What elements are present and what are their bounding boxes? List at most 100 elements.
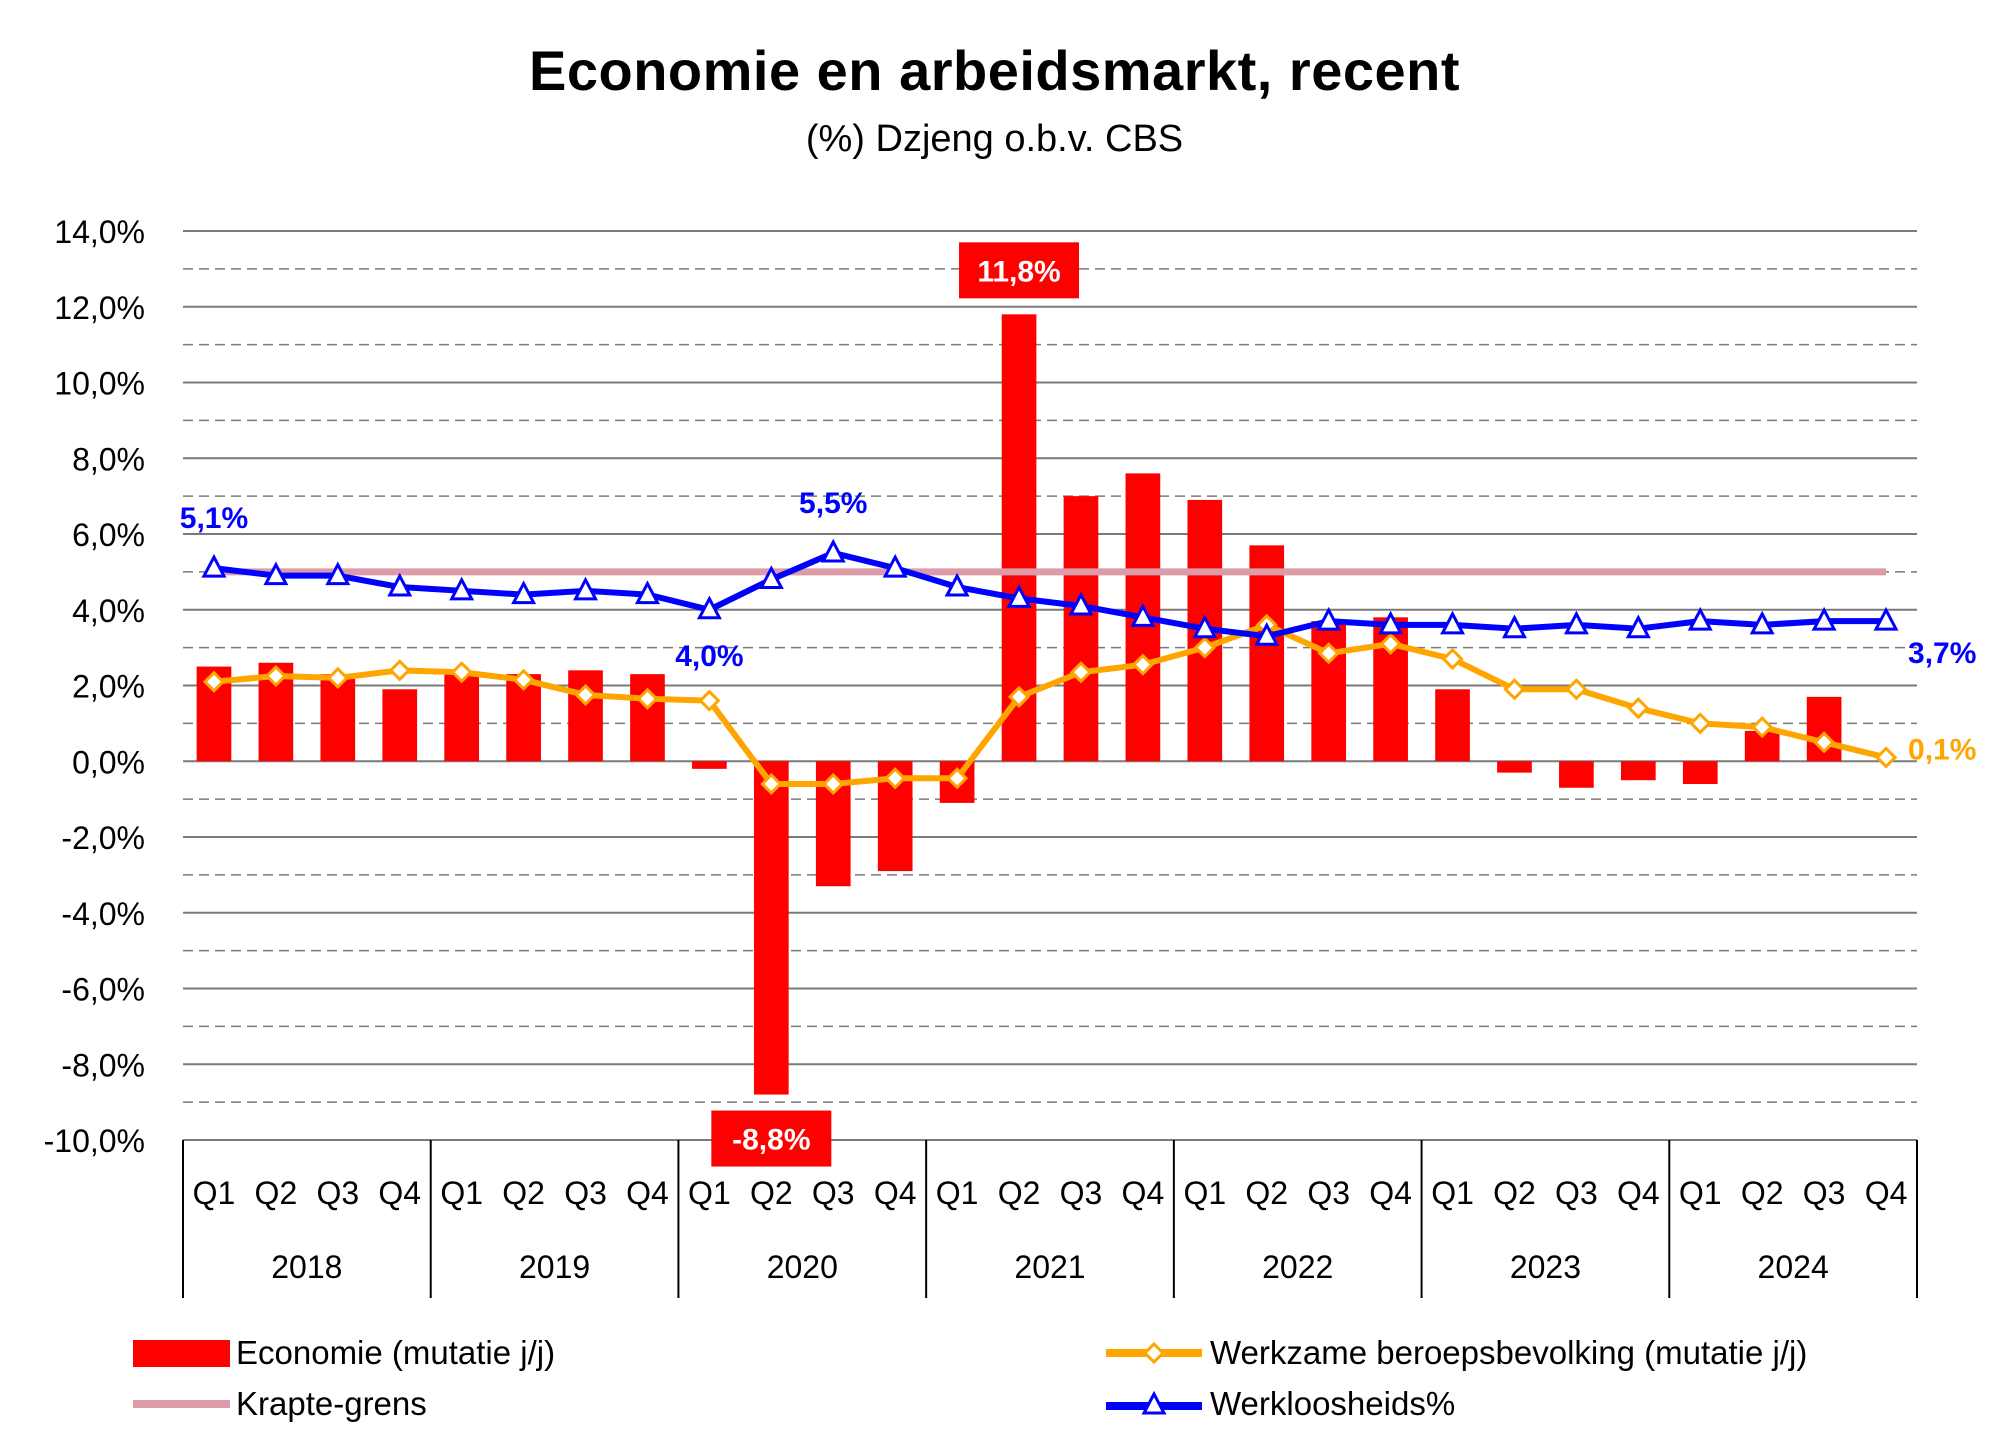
- point-werkzame: [822, 772, 845, 796]
- data-label-box: [711, 1110, 832, 1167]
- point-werkloosheid: [511, 580, 537, 605]
- point-werkzame: [450, 661, 473, 684]
- point-werkloosheid: [944, 572, 970, 597]
- point-werkloosheid: [1378, 610, 1404, 635]
- bar-economie: [1435, 689, 1470, 762]
- x-tick-label: Q2: [1741, 1175, 1784, 1211]
- x-tick-label: Q3: [1803, 1175, 1846, 1211]
- point-werkzame: [1565, 678, 1588, 701]
- point-werkzame: [1503, 678, 1526, 701]
- point-werkzame: [1441, 647, 1464, 671]
- point-werkloosheid: [325, 561, 351, 586]
- bar-economie: [444, 674, 480, 762]
- point-werkloosheid: [1873, 606, 1899, 631]
- x-tick-label: Q1: [1183, 1175, 1226, 1211]
- x-tick-label: Q4: [1865, 1175, 1908, 1211]
- x-tick-label: Q2: [750, 1175, 793, 1211]
- point-werkloosheid: [449, 576, 475, 601]
- x-tick-label: Q3: [1555, 1175, 1598, 1211]
- legend-label-werkzame: Werkzame beroepsbevolking (mutatie j/j): [1210, 1334, 1808, 1371]
- x-tick-label: Q4: [1617, 1175, 1660, 1211]
- point-werkloosheid: [1563, 610, 1589, 635]
- x-year-label: 2024: [1758, 1249, 1829, 1285]
- data-label: -8,8%: [732, 1124, 810, 1157]
- bar-economie: [1682, 761, 1718, 784]
- point-werkzame: [1069, 661, 1093, 684]
- legend-swatch-werkzame: [1106, 1341, 1202, 1365]
- x-tick-label: Q3: [564, 1175, 607, 1211]
- line-werkloosheid: [213, 549, 1887, 640]
- bar-economie: [1063, 496, 1099, 762]
- point-werkloosheid: [1192, 614, 1218, 639]
- point-werkloosheid: [387, 572, 413, 597]
- y-tick-label: -6,0%: [61, 972, 145, 1008]
- y-tick-label: -10,0%: [44, 1123, 145, 1159]
- x-tick-label: Q4: [874, 1175, 917, 1211]
- point-werkloosheid: [1501, 614, 1527, 639]
- line-werkzame-beroepsbevolking: [213, 621, 1887, 787]
- point-werkzame: [512, 668, 535, 691]
- x-tick-label: Q3: [316, 1175, 359, 1211]
- point-werkzame: [1812, 731, 1836, 754]
- x-year-label: 2019: [519, 1249, 590, 1285]
- point-werkloosheid: [758, 565, 784, 589]
- x-year-label: 2022: [1262, 1249, 1333, 1285]
- x-tick-label: Q4: [378, 1175, 421, 1211]
- x-tick-label: Q1: [1679, 1175, 1722, 1211]
- point-werkzame: [1007, 685, 1031, 708]
- point-werkloosheid: [882, 553, 908, 578]
- y-tick-label: 8,0%: [72, 441, 145, 477]
- legend-item-krapte: Krapte-grens: [133, 1385, 427, 1423]
- point-werkzame: [574, 683, 597, 707]
- bar-economie: [382, 689, 418, 762]
- y-tick-label: 14,0%: [54, 214, 145, 250]
- point-werkzame: [202, 670, 226, 693]
- x-tick-label: Q4: [1122, 1175, 1165, 1211]
- x-tick-label: Q2: [1493, 1175, 1536, 1211]
- legend-label-krapte: Krapte-grens: [236, 1385, 427, 1422]
- data-label: 11,8%: [977, 255, 1060, 288]
- point-werkloosheid: [1625, 614, 1651, 639]
- point-werkzame: [884, 767, 907, 790]
- x-tick-label: Q1: [440, 1175, 483, 1211]
- point-werkloosheid: [201, 553, 227, 578]
- legend-swatch-werkloosheid: [1106, 1390, 1202, 1415]
- bar-economie: [1249, 545, 1285, 762]
- legend-swatch-economie: [133, 1339, 230, 1367]
- point-werkloosheid: [1254, 622, 1280, 646]
- bar-economie: [692, 761, 727, 769]
- data-label: 0,1%: [1908, 733, 1976, 766]
- point-werkzame: [1689, 712, 1712, 735]
- x-tick-label: Q2: [1245, 1175, 1288, 1211]
- data-label: 5,5%: [799, 487, 867, 520]
- x-tick-label: Q3: [812, 1175, 855, 1211]
- y-tick-label: 2,0%: [72, 669, 145, 705]
- y-tick-label: -2,0%: [61, 820, 145, 856]
- point-werkloosheid: [1811, 606, 1837, 631]
- point-werkzame: [698, 689, 721, 712]
- point-werkloosheid: [1006, 584, 1032, 608]
- point-werkzame: [1874, 746, 1898, 769]
- data-label: 3,7%: [1908, 637, 1976, 670]
- point-werkloosheid: [1316, 606, 1342, 631]
- x-year-label: 2020: [767, 1249, 838, 1285]
- point-werkloosheid: [1068, 591, 1094, 616]
- x-tick-label: Q1: [193, 1175, 236, 1211]
- point-werkzame: [636, 687, 659, 710]
- x-tick-label: Q1: [688, 1175, 731, 1211]
- y-tick-label: 4,0%: [72, 593, 145, 629]
- point-werkzame: [1193, 636, 1216, 659]
- point-werkzame: [1317, 642, 1340, 665]
- legend-swatch-krapte: [133, 1400, 230, 1408]
- point-werkzame: [388, 659, 411, 682]
- point-werkloosheid: [1687, 606, 1713, 631]
- x-tick-label: Q2: [998, 1175, 1041, 1211]
- bar-economie: [1311, 621, 1347, 762]
- x-tick-label: Q4: [1369, 1175, 1412, 1211]
- bar-economie: [1497, 761, 1532, 773]
- point-werkloosheid: [573, 576, 599, 601]
- y-tick-label: -4,0%: [61, 896, 145, 932]
- point-werkloosheid: [696, 595, 722, 620]
- x-tick-label: Q2: [502, 1175, 545, 1211]
- legend-item-economie: Economie (mutatie j/j): [133, 1334, 555, 1372]
